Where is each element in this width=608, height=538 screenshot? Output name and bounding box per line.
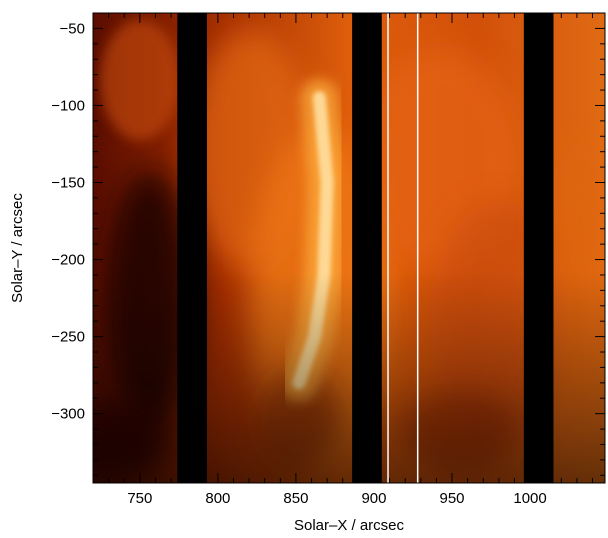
y-tick-labels: −50 −100 −150 −200 −250 −300: [51, 20, 85, 422]
data-gap-strip: [352, 13, 382, 483]
x-tick-label: 800: [205, 490, 230, 507]
y-tick-label: −50: [60, 20, 85, 37]
y-tick-label: −250: [51, 329, 85, 346]
data-gap-strip: [177, 13, 207, 483]
x-tick-label: 950: [440, 490, 465, 507]
x-tick-label: 1000: [513, 490, 546, 507]
y-tick-label: −200: [51, 252, 85, 269]
y-axis-label: Solar–Y / arcsec: [9, 193, 26, 303]
y-tick-label: −300: [51, 406, 85, 423]
x-tick-labels: 750 800 850 900 950 1000: [127, 490, 546, 507]
x-tick-label: 900: [361, 490, 386, 507]
x-tick-label: 850: [283, 490, 308, 507]
x-tick-label: 750: [127, 490, 152, 507]
y-tick-label: −150: [51, 175, 85, 192]
slit-lines: [387, 13, 419, 483]
plot-area: [93, 13, 605, 483]
axis-ticks: [93, 12, 605, 483]
y-tick-label: −100: [51, 97, 85, 114]
data-gaps: [177, 13, 554, 483]
data-gap-strip: [523, 13, 554, 483]
plot-frame: [92, 12, 606, 484]
x-axis-label: Solar–X / arcsec: [294, 517, 405, 534]
